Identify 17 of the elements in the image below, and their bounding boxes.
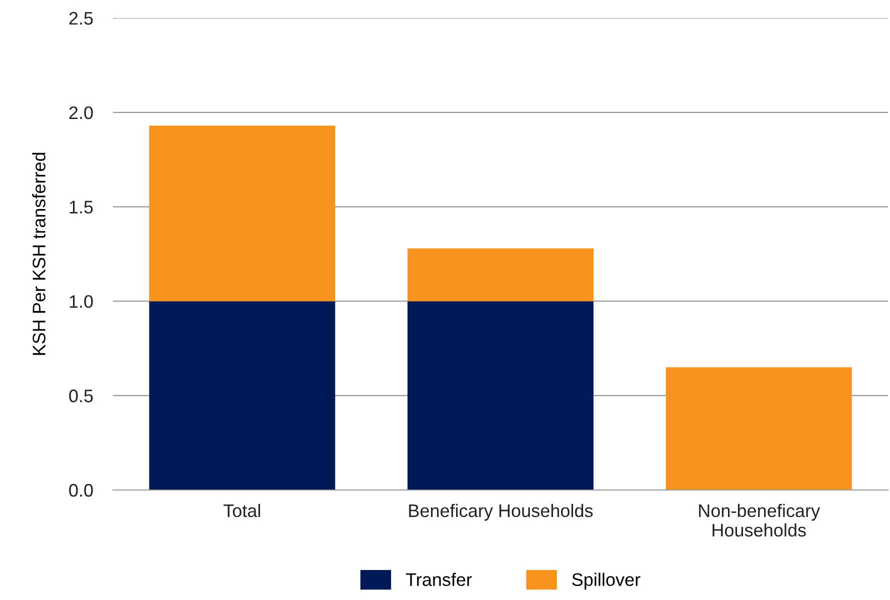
y-tick-label: 2.0 (69, 106, 93, 120)
legend-label: Transfer (406, 572, 472, 586)
bar (149, 126, 336, 302)
y-axis-title: KSH Per KSH transferred (32, 152, 46, 355)
y-tick-label: 1.0 (70, 295, 93, 308)
legend-label: Spillover (572, 572, 640, 590)
x-tick-label: Non-beneficary Households (699, 504, 820, 537)
bar (666, 367, 852, 490)
x-tick-label: Total (224, 504, 260, 518)
bar (149, 301, 336, 490)
y-tick-label: 0.5 (69, 390, 93, 402)
x-tick-label: Beneficary Households (409, 504, 593, 521)
y-tick-label: 2.5 (69, 12, 93, 25)
bar (408, 248, 594, 302)
bar (408, 301, 594, 490)
y-tick-label: 0.0 (69, 484, 93, 497)
y-tick-label: 1.5 (70, 200, 93, 214)
